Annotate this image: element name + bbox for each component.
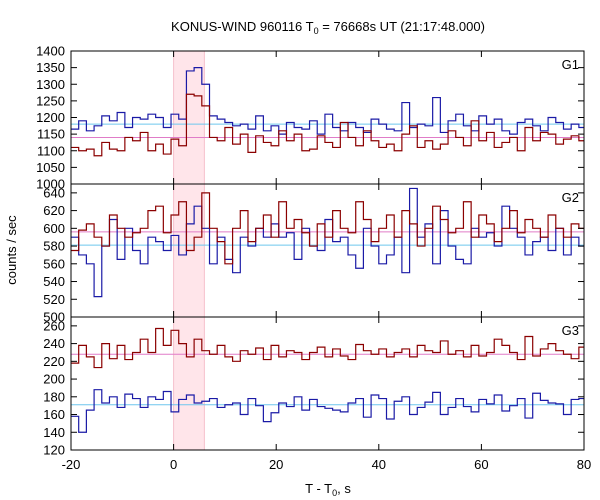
x-tick-label: 40 (372, 457, 386, 472)
x-axis-label-rest: , s (337, 481, 351, 496)
y-tick-label: 1350 (36, 60, 65, 75)
panel-label: G3 (562, 323, 579, 338)
panel-label: G2 (562, 190, 579, 205)
red-series-line (71, 327, 584, 369)
y-tick-label: 1000 (36, 177, 65, 192)
y-tick-label: 180 (43, 389, 65, 404)
panel-g3: G3 120 140 160 180 200 220 240 260 (43, 316, 585, 458)
y-tick-label: 500 (43, 310, 65, 325)
y-tick-label: 1050 (36, 160, 65, 175)
y-tick-label: 580 (43, 239, 65, 254)
y-tick-label: 240 (43, 336, 65, 351)
x-tick-label: 0 (170, 457, 177, 472)
panel-label: G1 (562, 57, 579, 72)
y-tick-label: 200 (43, 372, 65, 387)
y-tick-label: 140 (43, 425, 65, 440)
blue-series-line (71, 389, 584, 433)
blue-series-line (71, 67, 584, 135)
x-axis-label-subscript: 0 (332, 488, 337, 498)
y-tick-label: 220 (43, 354, 65, 369)
y-axis-label: counts / sec (4, 215, 19, 285)
x-tick-label: 60 (474, 457, 488, 472)
x-tick-label: 80 (577, 457, 591, 472)
y-tick-label: 260 (43, 318, 65, 333)
y-tick-label: 120 (43, 443, 65, 458)
x-tick-label: -20 (62, 457, 81, 472)
panels-group: G1100010501100115012001250130013501400G2… (36, 44, 591, 473)
y-tick-label: 1400 (36, 44, 65, 59)
y-tick-label: 540 (43, 274, 65, 289)
y-tick-label: 1300 (36, 77, 65, 92)
blue-series-line (71, 187, 584, 298)
y-tick-label: 1150 (37, 127, 65, 142)
chart-title-main: KONUS-WIND 960116 T (171, 19, 314, 34)
y-tick-label: 1200 (36, 110, 65, 125)
red-series-line (71, 192, 584, 265)
y-tick-label: 1100 (37, 143, 65, 158)
y-tick-label: 640 (43, 185, 65, 200)
chart-title: KONUS-WIND 960116 T0 = 76668s UT (21:17:… (171, 19, 485, 36)
y-tick-label: 160 (43, 407, 65, 422)
x-axis-label: T - T0, s (305, 481, 351, 498)
red-series-line (71, 93, 584, 157)
y-tick-label: 1250 (36, 93, 65, 108)
chart-title-subscript: 0 (314, 26, 319, 36)
y-tick-label: 520 (43, 292, 65, 307)
x-tick-label: 20 (269, 457, 283, 472)
panel-g2: G2 500 520 540 560 580 600 620 640 (43, 183, 585, 325)
panel-frame (70, 316, 585, 451)
x-axis-label-main: T - T (305, 481, 332, 496)
y-tick-label: 600 (43, 221, 65, 236)
y-tick-label: 620 (43, 203, 65, 218)
y-tick-label: 560 (43, 256, 65, 271)
chart-title-rest: = 76668s UT (21:17:48.000) (319, 19, 485, 34)
